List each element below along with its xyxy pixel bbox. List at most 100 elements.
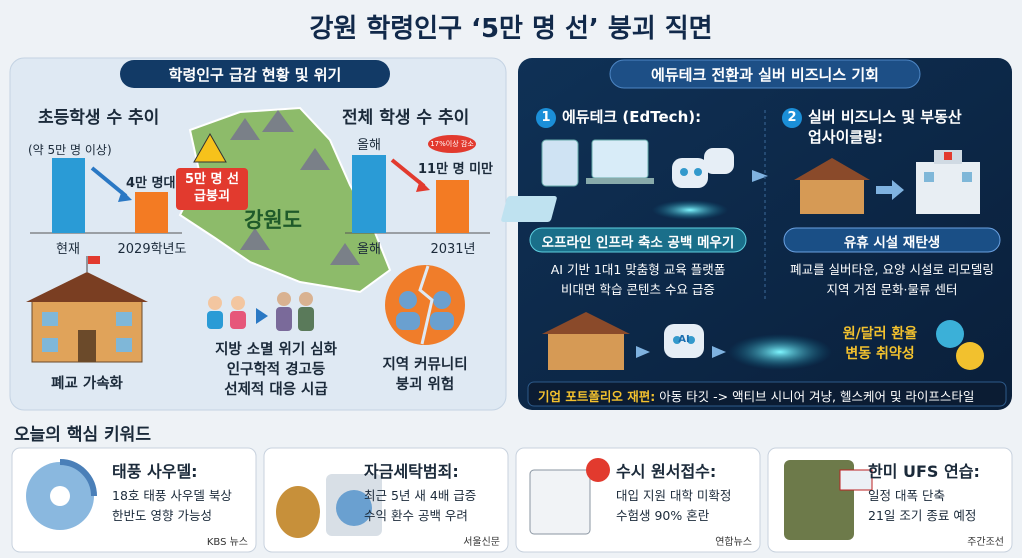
badge	[428, 135, 476, 153]
left-heading: 학령인구 급감 현황 및 위기	[168, 66, 342, 84]
number: 1	[541, 110, 551, 125]
card-title: 한미 UFS 연습:	[868, 462, 980, 481]
card-line: 21일 조기 종료 예정	[868, 508, 977, 523]
title-line: 실버 비즈니스 및 부동산	[808, 108, 962, 126]
people-icon	[207, 292, 314, 331]
item-line: 인구학적 경고등	[226, 362, 326, 378]
bar	[52, 158, 85, 233]
map	[178, 106, 392, 294]
note: (약 5만 명 이상)	[28, 143, 112, 157]
glow	[728, 334, 832, 370]
category: 2031년	[430, 242, 476, 257]
title: 강원 학령인구 ‘5만 명 선’ 붕괴 직면	[309, 8, 712, 45]
chart-title: 전체 학생 수 추이	[342, 108, 470, 128]
item-line: 폐교 가속화	[51, 376, 123, 392]
banner	[529, 227, 747, 253]
coin	[936, 320, 964, 348]
banner-text: 유휴 시설 재탄생	[843, 235, 941, 251]
crisis-item: 폐교 가속화	[51, 374, 123, 394]
buildings-icon	[794, 150, 980, 214]
risk-line: 변동 취약성	[845, 346, 915, 362]
robot-icon	[664, 324, 704, 358]
risk-line: 원/달러 환율	[842, 326, 918, 342]
coin	[956, 342, 984, 370]
arrow-head	[118, 190, 132, 202]
chart-title: 초등학생 수 추이	[38, 108, 160, 128]
item-line: 선제적 대응 시급	[224, 382, 328, 398]
item-line: 붕괴 위험	[395, 377, 455, 393]
right-heading: 에듀테크 전환과 실버 비즈니스 기회	[651, 66, 879, 84]
portfolio-text: 아동 타깃 -> 액티브 시니어 겨냥, 헬스케어 및 라이프스타일	[659, 389, 975, 404]
card-line: 최근 5년 새 4배 급증	[364, 488, 477, 503]
card-lines: 일정 대폭 단축 21일 조기 종료 예정	[868, 486, 976, 526]
warning-line: 5만 명 선	[185, 172, 239, 187]
map-label: 강원도	[244, 208, 302, 232]
bar	[436, 180, 469, 233]
school-small	[542, 312, 630, 370]
card-line: 수험생 90% 혼란	[616, 508, 710, 523]
mountains	[230, 110, 360, 265]
bar-label: 11만 명 미만	[418, 162, 493, 177]
devices-icon	[501, 139, 734, 222]
card-line: 18호 태풍 사우델 북상	[112, 488, 232, 503]
left-heading-pill	[120, 60, 390, 88]
banner	[783, 227, 1001, 253]
card-title: 태풍 사우델:	[112, 462, 198, 481]
number: 2	[787, 110, 797, 125]
source: 주간조선	[967, 537, 1004, 548]
category: 올해	[357, 242, 381, 257]
line: 비대면 학습 콘텐츠 수요 급증	[561, 282, 715, 297]
warning-icon	[193, 132, 227, 163]
title-line: 에듀테크 (EdTech):	[562, 108, 702, 126]
line: 지역 거점 문화·물류 센터	[826, 282, 958, 297]
portfolio-label: 기업 포트폴리오 재편:	[538, 389, 656, 404]
item-line: 지역 커뮤니티	[382, 357, 468, 373]
badge: 17%이상 감소	[430, 140, 474, 148]
section-title: 에듀테크 (EdTech):	[562, 107, 701, 127]
source: 연합뉴스	[715, 537, 752, 548]
item-line: 지방 소멸 위기 심화	[215, 342, 337, 358]
banner-text: 오프라인 인프라 축소 공백 메우기	[541, 235, 735, 251]
card-line: 대입 지원 대학 미확정	[616, 488, 732, 503]
flow-arrow	[636, 346, 650, 358]
source: 서울신문	[463, 537, 500, 548]
category: 현재	[56, 242, 80, 257]
number-badge	[536, 108, 556, 128]
source: KBS 뉴스	[206, 537, 248, 548]
arrow-head	[416, 180, 430, 192]
robot-label: AI	[678, 334, 690, 345]
right-heading-pill	[609, 59, 921, 89]
community-icon	[385, 265, 465, 345]
title-text: 강원 학령인구 ‘5만 명 선’ 붕괴 직면	[309, 14, 713, 44]
top-label: 올해	[357, 138, 381, 153]
warning-box	[176, 168, 248, 210]
portfolio: 기업 포트폴리오 재편: 아동 타깃 -> 액티브 시니어 겨냥, 헬스케어 및…	[538, 386, 974, 405]
title-line: 업사이클링:	[808, 128, 883, 146]
category: 2029학년도	[117, 242, 187, 257]
card-title: 수시 원서접수:	[616, 462, 717, 481]
keywords-heading: 오늘의 핵심 키워드	[14, 425, 151, 445]
portfolio-bar	[527, 381, 1007, 407]
flow-arrow	[752, 170, 768, 182]
card-line: 한반도 영향 가능성	[112, 508, 212, 523]
bar-label: 4만 명대	[126, 176, 176, 191]
line: 폐교를 실버타운, 요양 시설로 리모델링	[790, 262, 994, 277]
line: AI 기반 1대1 맞춤형 교육 플랫폼	[550, 262, 726, 277]
flow-arrow	[712, 346, 726, 358]
card-lines: 최근 5년 새 4배 급증 수익 환수 공백 우려	[364, 486, 476, 526]
warning-line: 급붕괴	[194, 189, 230, 204]
card-line: 일정 대폭 단축	[868, 488, 945, 503]
card-title: 자금세탁범죄:	[364, 462, 459, 481]
school-icon	[26, 256, 148, 363]
number-badge	[782, 108, 802, 128]
